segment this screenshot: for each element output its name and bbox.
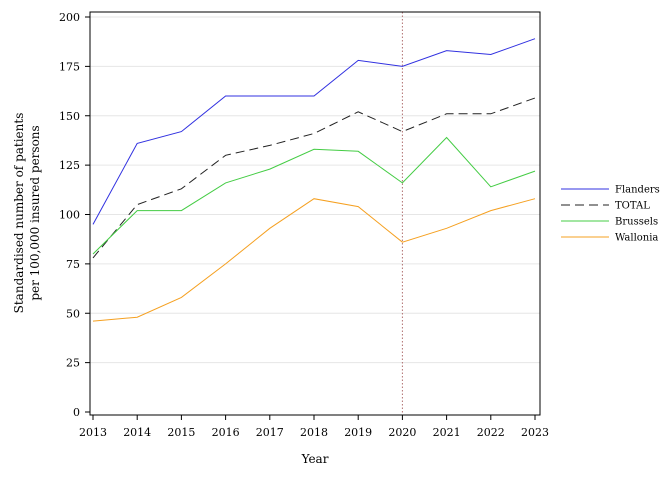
- legend-label-flanders: Flanders: [615, 185, 660, 196]
- legend: Flanders TOTAL Brussels Wallonia: [561, 185, 660, 244]
- series-line-flanders: [92, 38, 536, 225]
- x-tick-label: 2014: [123, 426, 151, 439]
- y-axis-ticks: 0 25 50 75 100 125 150 175 200: [59, 11, 90, 419]
- y-axis-title: Standardised number of patients per 100,…: [12, 113, 42, 314]
- plot-frame: [89, 11, 541, 416]
- y-axis-title-line-1: Standardised number of patients: [12, 113, 26, 314]
- series-line-total: [92, 97, 536, 259]
- x-tick-label: 2016: [212, 426, 240, 439]
- x-tick-label: 2021: [433, 426, 461, 439]
- y-tick-label: 200: [59, 11, 80, 24]
- gridlines: [90, 16, 540, 364]
- x-tick-label: 2018: [300, 426, 328, 439]
- series-line-brussels: [92, 136, 536, 255]
- series-lines: [92, 38, 536, 322]
- y-tick-label: 175: [59, 60, 80, 73]
- x-tick-label: 2017: [256, 426, 284, 439]
- y-tick-label: 150: [59, 110, 80, 123]
- legend-label-brussels: Brussels: [615, 217, 658, 228]
- x-tick-label: 2023: [521, 426, 549, 439]
- y-tick-label: 25: [66, 357, 80, 370]
- y-tick-label: 125: [59, 159, 80, 172]
- x-tick-label: 2020: [388, 426, 416, 439]
- legend-label-total: TOTAL: [615, 201, 650, 212]
- y-axis-title-line-2: per 100,000 insured persons: [28, 125, 42, 300]
- y-tick-label: 100: [59, 209, 80, 222]
- y-tick-label: 50: [66, 307, 80, 320]
- x-tick-label: 2022: [477, 426, 505, 439]
- x-axis-ticks: 2013 2014 2015 2016 2017 2018 2019 2020 2021 2022…: [79, 415, 549, 439]
- y-tick-label: 75: [66, 258, 80, 271]
- legend-label-wallonia: Wallonia: [615, 233, 658, 244]
- y-tick-label: 0: [73, 406, 80, 419]
- series-line-wallonia: [92, 198, 536, 322]
- x-tick-label: 2019: [344, 426, 372, 439]
- x-tick-label: 2013: [79, 426, 107, 439]
- x-tick-label: 2015: [167, 426, 195, 439]
- x-axis-title: Year: [301, 452, 329, 466]
